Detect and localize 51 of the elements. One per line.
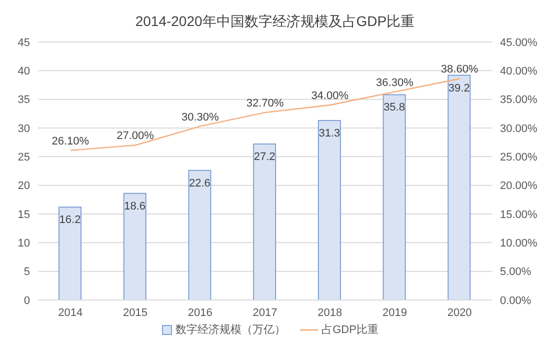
bar (318, 120, 341, 300)
legend-label: 占GDP比重 (322, 323, 378, 337)
y2-tick-label: 45.00% (500, 36, 538, 49)
bar (123, 192, 146, 300)
y2-tick-label: 35.00% (500, 94, 538, 106)
chart-title: 2014-2020年中国数字经济规模及占GDP比重 (134, 12, 416, 31)
y2-tick-label: 15.00% (500, 208, 538, 221)
bar (58, 206, 82, 300)
data-label: 27.00% (116, 130, 154, 142)
bar (188, 170, 212, 300)
data-label: 27.2 (254, 151, 276, 164)
y-tick-label: 40 (18, 66, 30, 78)
bar (448, 74, 471, 300)
data-label: 22.6 (189, 177, 210, 190)
x-tick-label: 2016 (188, 306, 212, 319)
data-label: 26.10% (52, 135, 90, 148)
legend-label: 数字经济规模（万亿） (176, 322, 286, 337)
y-tick-label: 15 (18, 208, 30, 221)
x-tick-label: 2014 (58, 306, 83, 319)
x-tick-label: 2019 (382, 306, 407, 319)
data-label: 38.60% (440, 64, 478, 76)
y-tick-label: 5 (24, 266, 30, 278)
y2-tick-label: 40.00% (500, 66, 538, 78)
y2-tick-label: 20.00% (500, 180, 538, 192)
y-tick-label: 0 (24, 294, 30, 307)
y2-tick-label: 10.00% (500, 238, 538, 250)
data-label: 34.00% (311, 90, 349, 102)
y-tick-label: 20 (18, 180, 30, 192)
data-label: 31.3 (318, 128, 340, 140)
data-label: 36.30% (376, 76, 414, 89)
y2-tick-label: 25.00% (500, 152, 538, 164)
y-tick-label: 25 (18, 152, 30, 164)
data-label: 35.8 (384, 102, 405, 114)
y-tick-label: 10 (18, 238, 30, 250)
data-label: 32.70% (246, 98, 284, 110)
y2-tick-label: 30.00% (500, 122, 538, 135)
x-tick-label: 2015 (123, 306, 148, 319)
data-label: 18.6 (124, 200, 146, 212)
data-label: 16.2 (59, 214, 81, 226)
data-label: 30.30% (181, 111, 220, 124)
x-tick-label: 2018 (318, 306, 342, 319)
bar (382, 94, 406, 300)
data-label: 39.2 (448, 82, 470, 94)
y-tick-label: 45 (18, 36, 30, 49)
bar (253, 144, 276, 300)
y2-tick-label: 0.00% (500, 294, 532, 307)
x-tick-label: 2020 (447, 306, 472, 319)
y-tick-label: 35 (18, 94, 30, 106)
y-tick-label: 30 (18, 122, 30, 135)
x-tick-label: 2017 (252, 306, 278, 319)
y2-tick-label: 5.00% (500, 266, 532, 278)
